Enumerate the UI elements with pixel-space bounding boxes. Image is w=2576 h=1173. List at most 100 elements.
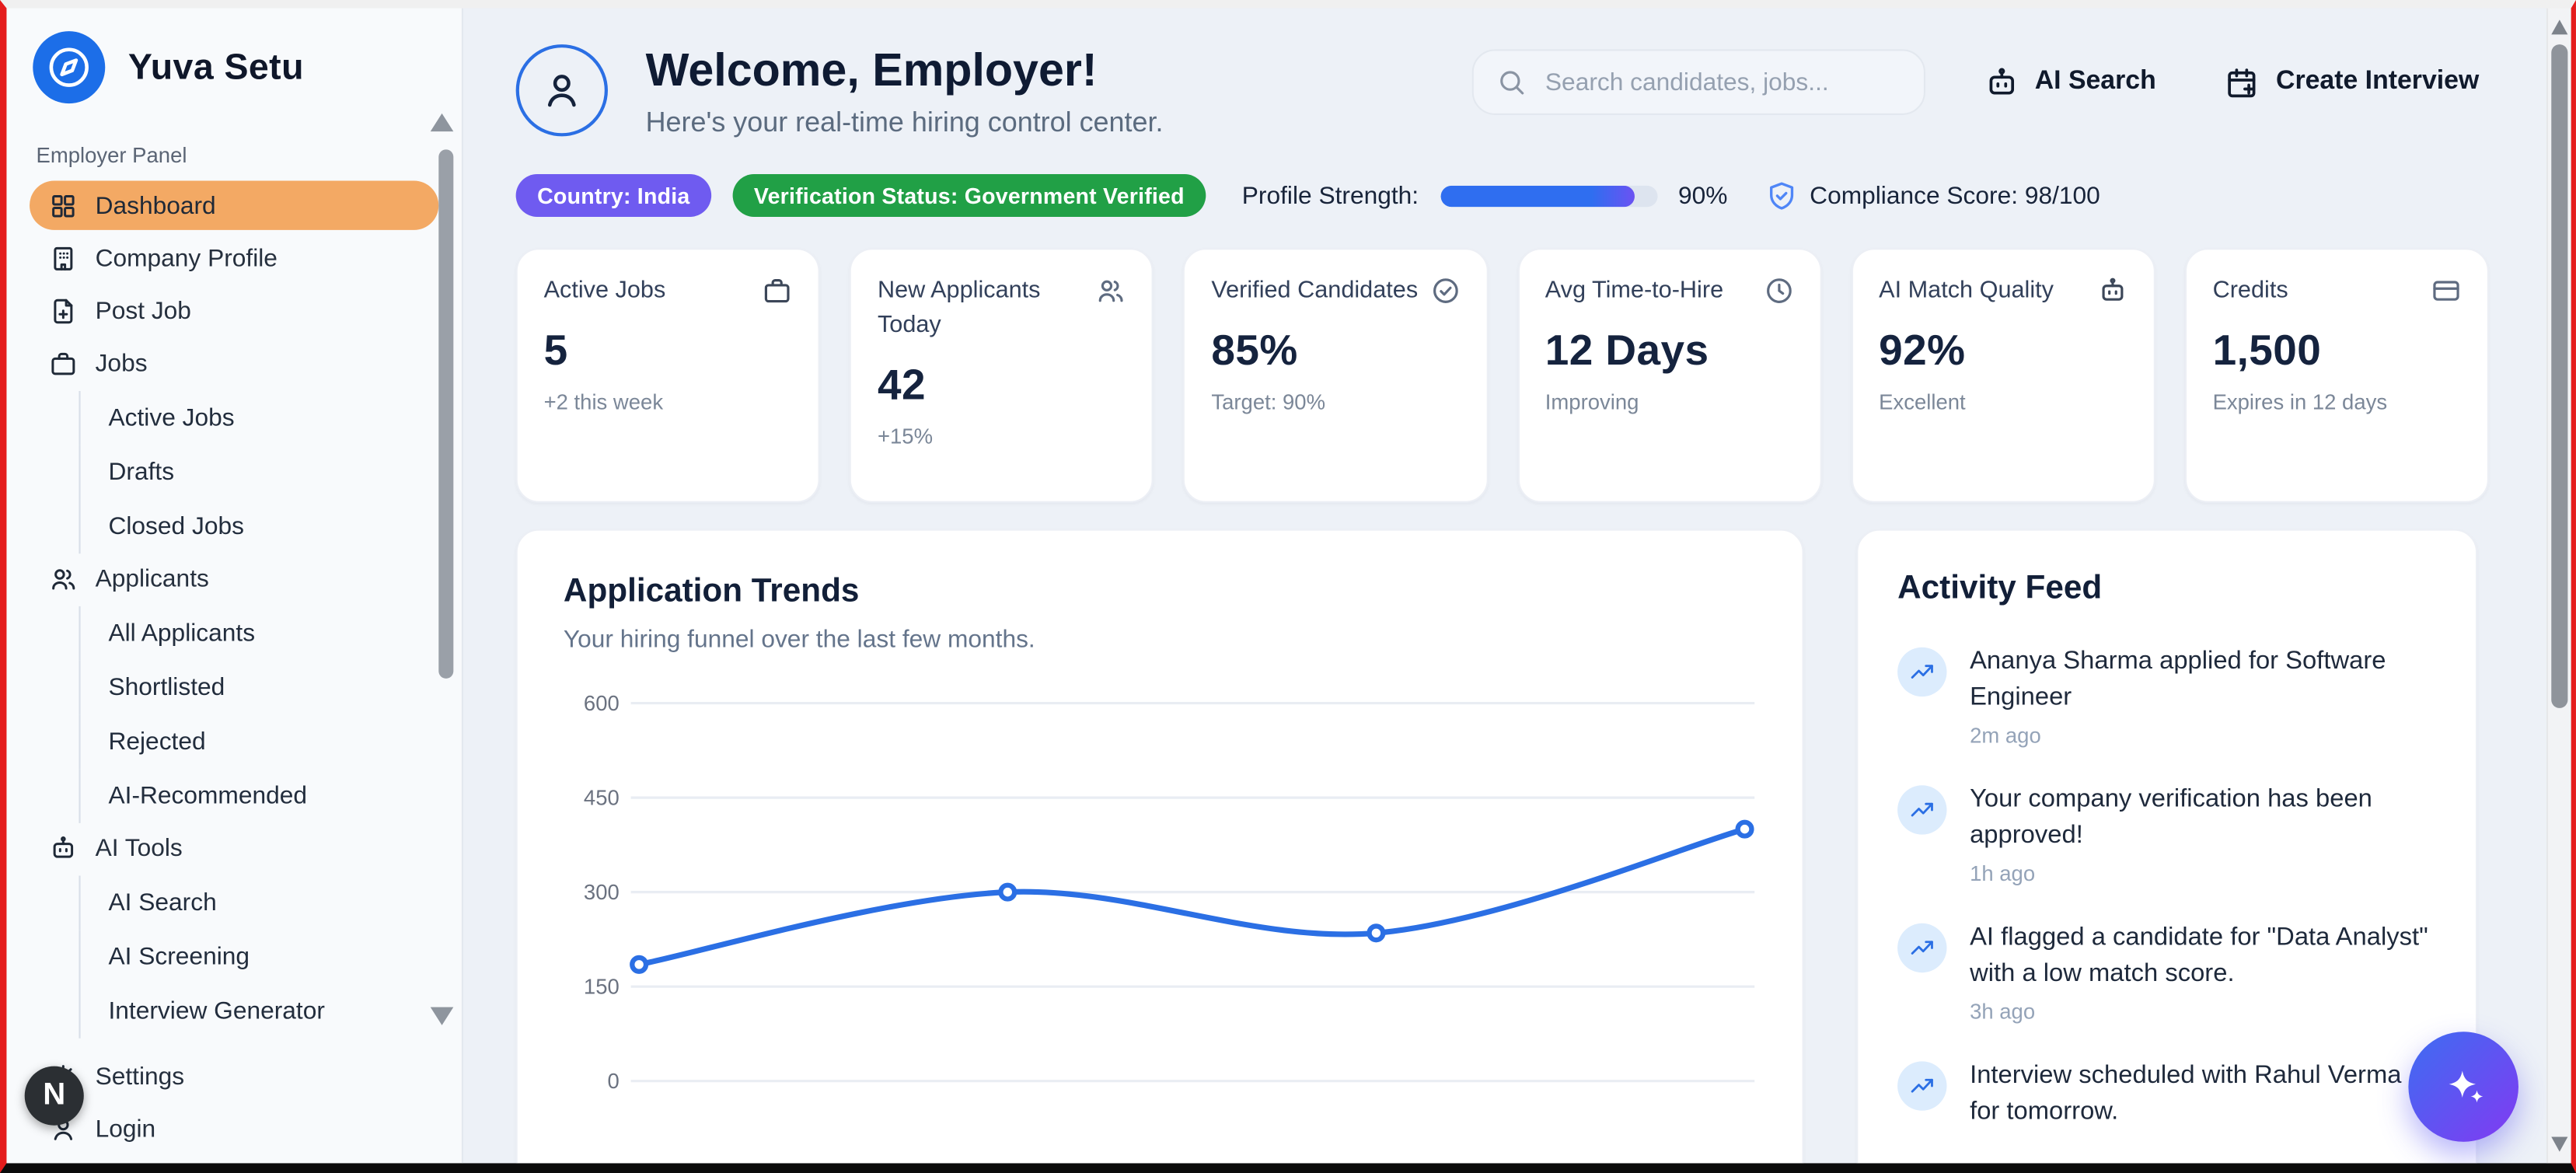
stat-sub: +2 this week [543,389,664,415]
stat-sub: +15% [877,424,934,449]
sidebar-item-ai-search[interactable]: AI Search [79,875,438,930]
status-badge-row: Country: India Verification Status: Gove… [515,174,2489,218]
sidebar-item-ai-tools[interactable]: AI Tools [30,823,438,872]
stat-card-ai-match-quality: AI Match Quality 92% Excellent [1851,248,2155,504]
compass-logo-icon [33,31,106,104]
stat-sub: Expires in 12 days [2212,389,2388,415]
stat-card-verified-candidates: Verified Candidates 85% Target: 90% [1183,248,1488,504]
create-interview-button-label: Create Interview [2276,67,2480,96]
brand-name: Yuva Setu [127,46,304,88]
stat-value: 92% [1879,325,1966,375]
line-chart: 0 150 300 450 600 [564,671,1756,1164]
profile-strength-bar [1440,185,1657,207]
sidebar-item-applicants[interactable]: Applicants [30,553,438,602]
feed-item-text: AI flagged a candidate for "Data Analyst… [1970,923,2428,988]
sidebar-scroll-up-arrow-icon[interactable] [430,113,454,132]
stat-sub: Excellent [1879,389,1966,415]
sidebar: Yuva Setu Employer Panel Dashboard Compa… [6,8,464,1164]
page-scrollbar-thumb[interactable] [2551,44,2568,708]
profile-strength-fill [1440,185,1635,207]
stat-label: Avg Time-to-Hire [1545,278,1724,305]
stat-label: Active Jobs [543,278,666,305]
sparkles-icon [2441,1063,2487,1109]
feed-item-time: 2m ago [1970,723,2041,749]
create-interview-button[interactable]: Create Interview [2215,63,2489,101]
sidebar-item-label: Applicants [95,564,209,592]
activity-feed-list: Ananya Sharma applied for Software Engin… [1897,644,2436,1131]
credit-card-icon [2431,276,2461,305]
sidebar-scroll-down-arrow-icon[interactable] [430,1007,454,1025]
sidebar-item-label: Post Job [95,296,191,325]
feed-item: Your company verification has been appro… [1897,782,2436,886]
svg-text:0: 0 [608,1070,620,1094]
stat-label: New Applicants Today [877,278,1041,339]
svg-text:300: 300 [584,881,620,905]
sidebar-item-label: AI Tools [95,833,183,862]
trending-up-icon [1897,648,1947,697]
feed-item: AI flagged a candidate for "Data Analyst… [1897,920,2436,1024]
sidebar-item-label: Login [95,1115,156,1143]
bot-icon [1984,65,2018,99]
sidebar-item-shortlisted[interactable]: Shortlisted [79,660,438,715]
stat-value: 85% [1211,325,1298,375]
svg-text:450: 450 [584,786,620,810]
page-scrollbar[interactable] [2546,8,2571,1164]
svg-text:600: 600 [584,691,620,715]
sidebar-item-drafts[interactable]: Drafts [79,445,438,500]
sidebar-scrollbar-thumb[interactable] [438,149,454,679]
profile-strength-value: 90% [1678,181,1728,210]
check-circle-icon [1430,276,1460,305]
trending-up-icon [1897,785,1947,836]
trending-up-icon [1897,1061,1947,1112]
sidebar-item-jobs[interactable]: Jobs [30,338,438,387]
sidebar-item-active-jobs[interactable]: Active Jobs [79,391,438,445]
file-plus-icon [49,296,77,324]
feed-item-text: Interview scheduled with Rahul Verma for… [1970,1061,2402,1126]
stat-card-avg-time-to-hire: Avg Time-to-Hire 12 Days Improving [1517,248,1822,504]
sidebar-item-rejected[interactable]: Rejected [79,714,438,770]
feed-item: Ananya Sharma applied for Software Engin… [1897,644,2436,748]
shield-check-icon [1765,180,1796,211]
employer-avatar [515,44,608,137]
compliance-score: Compliance Score: 98/100 [1765,180,2100,211]
sidebar-item-dashboard[interactable]: Dashboard [30,180,439,230]
search-input[interactable] [1541,66,1901,98]
trending-up-icon [1897,923,1947,973]
stat-label: AI Match Quality [1879,278,2054,305]
stats-cards-row: Active Jobs 5 +2 this week New Applicant… [515,248,2490,504]
briefcase-icon [763,276,792,305]
users-icon [49,564,77,592]
country-badge: Country: India [515,174,711,218]
chart-title: Application Trends [563,574,860,610]
ai-search-button[interactable]: AI Search [1974,63,2166,101]
activity-feed-card: Activity Feed Ananya Sharma applied for … [1856,529,2478,1164]
feed-item-text: Your company verification has been appro… [1970,785,2372,850]
clock-icon [1764,276,1793,305]
svg-text:150: 150 [584,975,620,999]
sidebar-item-closed-jobs[interactable]: Closed Jobs [79,499,438,554]
sidebar-item-login[interactable]: Login [30,1104,438,1153]
sidebar-section-label: Employer Panel [36,142,187,168]
sidebar-item-company-profile[interactable]: Company Profile [30,233,438,282]
bot-icon [2098,276,2127,305]
page-subtitle: Here's your real-time hiring control cen… [645,106,1164,138]
sidebar-item-ai-screening[interactable]: AI Screening [79,930,438,984]
stat-label: Verified Candidates [1211,278,1419,305]
sidebar-item-settings[interactable]: Settings [30,1052,438,1101]
compliance-score-label: Compliance Score: 98/100 [1810,181,2100,210]
ai-assistant-fab[interactable] [2408,1032,2518,1142]
stat-card-credits: Credits 1,500 Expires in 12 days [2184,248,2490,504]
sidebar-item-post-job[interactable]: Post Job [30,286,438,335]
page-scroll-up-arrow-icon[interactable] [2551,19,2568,35]
sidebar-item-interview-generator[interactable]: Interview Generator [79,983,438,1039]
sidebar-item-label: Jobs [95,349,148,378]
sidebar-item-all-applicants[interactable]: All Applicants [79,606,438,661]
page-scroll-down-arrow-icon[interactable] [2551,1136,2568,1152]
sidebar-item-ai-recommended[interactable]: AI-Recommended [79,769,438,823]
activity-feed-title: Activity Feed [1897,570,2103,607]
feed-item-text: Ananya Sharma applied for Software Engin… [1970,648,2386,712]
nextjs-dev-badge[interactable]: N [24,1066,84,1126]
profile-strength-label: Profile Strength: [1241,181,1419,210]
stat-value: 12 Days [1545,325,1709,375]
